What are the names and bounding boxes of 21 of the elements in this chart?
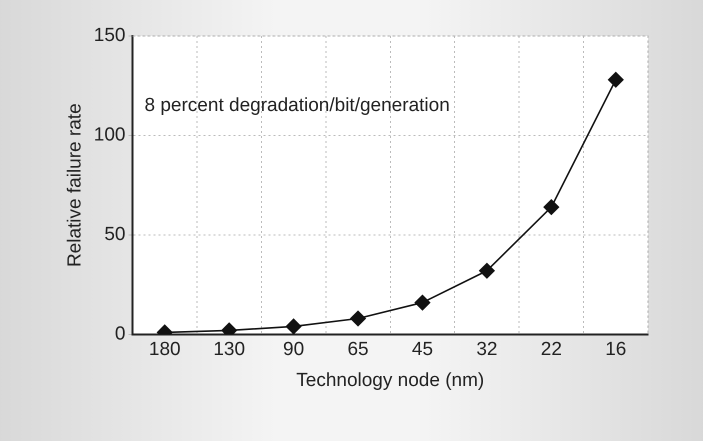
y-axis-title: Relative failure rate: [64, 103, 86, 268]
x-tick-label: 32: [476, 339, 498, 360]
point: [608, 72, 624, 88]
point: [286, 318, 302, 334]
x-tick-label: 90: [283, 339, 304, 360]
y-tick-label: 50: [104, 224, 126, 246]
y-tick-label: 100: [94, 124, 126, 146]
point: [479, 262, 495, 279]
point: [350, 310, 366, 326]
x-tick-label: 130: [213, 339, 246, 360]
y-tick-label: 0: [114, 324, 126, 345]
annotation: 8 percent degradation/bit/generation: [144, 95, 450, 116]
x-tick-label: 22: [540, 339, 562, 360]
y-tick-label: 150: [94, 25, 126, 46]
point: [414, 294, 430, 310]
x-tick-label: 180: [148, 339, 181, 360]
x-axis-title: Technology node (nm): [296, 370, 484, 391]
x-tick-label: 45: [412, 339, 434, 360]
point: [544, 199, 560, 215]
x-tick-label: 16: [605, 339, 626, 360]
x-tick-label: 65: [347, 339, 369, 360]
